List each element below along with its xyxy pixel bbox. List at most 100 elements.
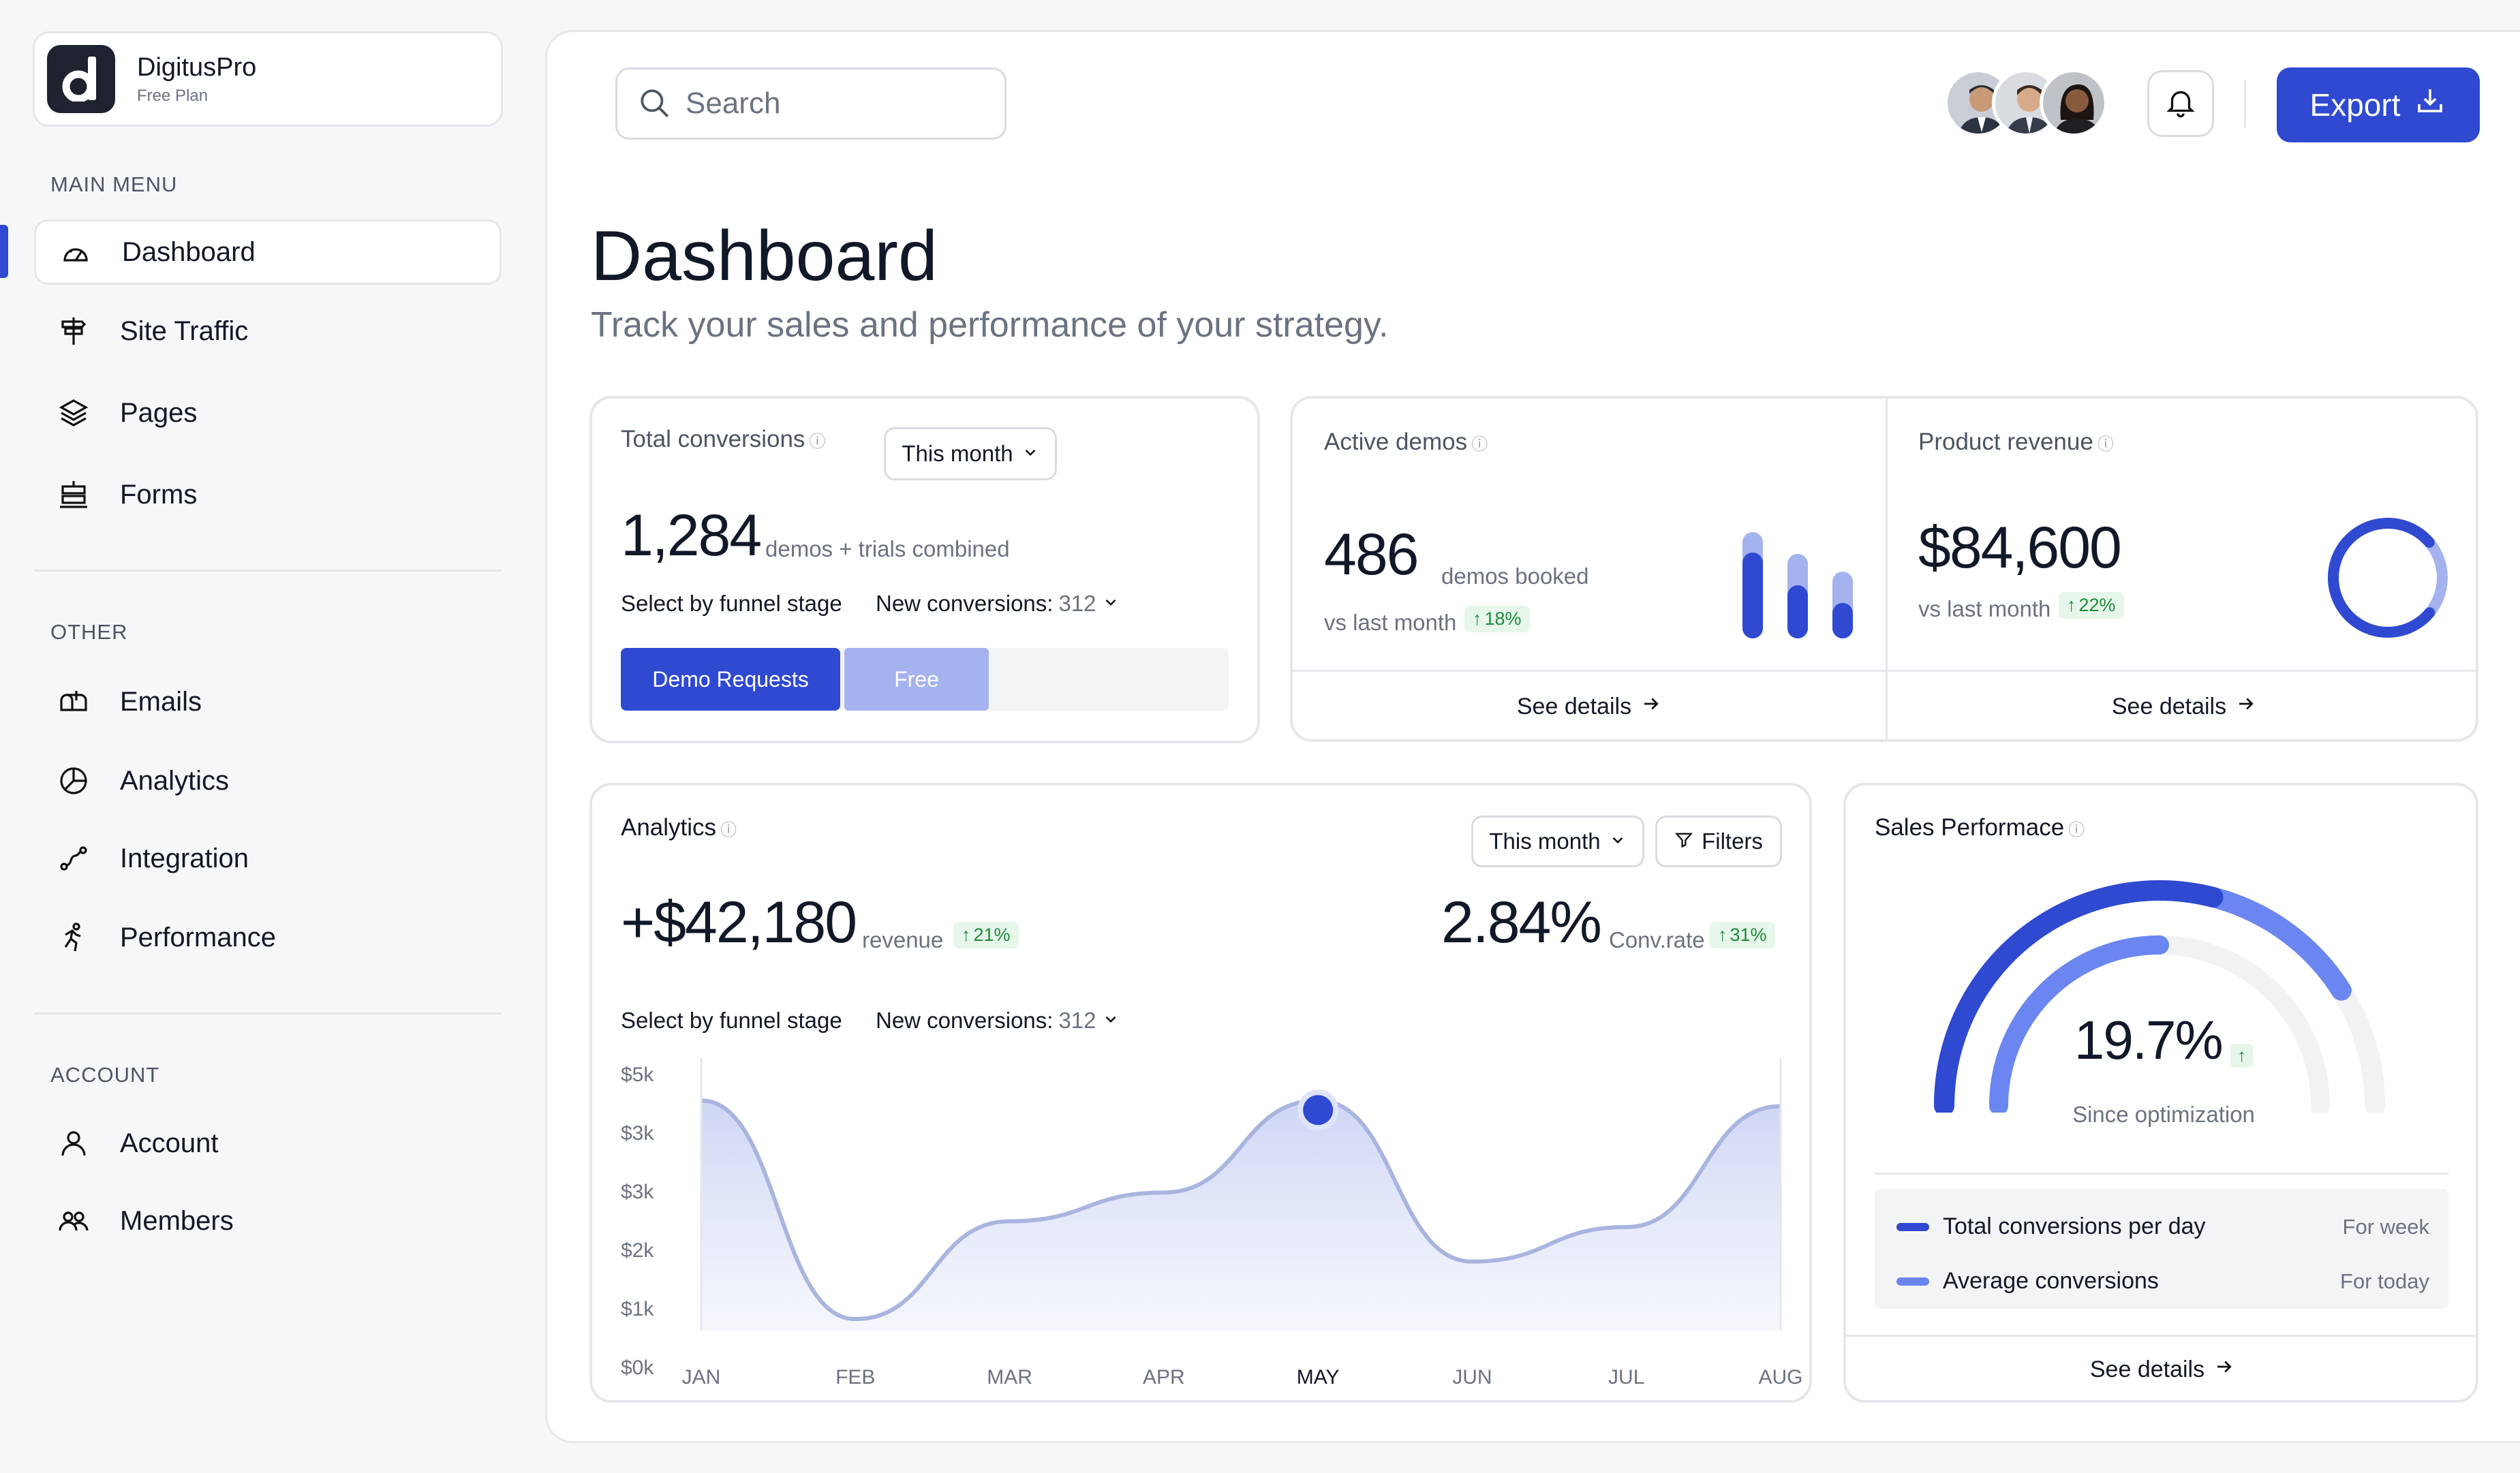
demos-value: 486 xyxy=(1324,522,1419,587)
highlight-point[interactable] xyxy=(1297,1089,1339,1131)
see-details-label: See details xyxy=(2089,1356,2205,1382)
sidebar-item-label: Forms xyxy=(120,479,198,510)
bell-icon xyxy=(2164,85,2198,123)
legend-item: Average conversions xyxy=(1896,1268,2159,1294)
sales-gauge xyxy=(1934,880,2385,1113)
arrow-up-icon: ↑ xyxy=(1718,925,1727,945)
x-tick-label: JAN xyxy=(682,1366,721,1389)
kpi-divider xyxy=(1886,399,1888,742)
arrow-up-icon: ↑ xyxy=(1473,608,1482,629)
info-icon[interactable]: ⓘ xyxy=(1471,435,1488,454)
sidebar-item-forms[interactable]: Forms xyxy=(34,462,502,527)
sidebar-item-label: Integration xyxy=(120,843,249,873)
card-title-text: Analytics xyxy=(621,814,717,841)
badge-value: 21% xyxy=(973,925,1011,945)
x-tick-label: FEB xyxy=(835,1366,875,1389)
chevron-down-icon xyxy=(1021,441,1039,467)
segment-free[interactable]: Free xyxy=(844,648,989,711)
segment-label: Free xyxy=(894,666,939,692)
mini-bar xyxy=(1832,603,1853,638)
analytics-revenue-badge: ↑ 21% xyxy=(953,922,1019,948)
info-icon[interactable]: ⓘ xyxy=(2097,435,2114,454)
segment-demo-requests[interactable]: Demo Requests xyxy=(621,648,840,711)
legend-label: Average conversions xyxy=(1943,1268,2159,1294)
sales-divider xyxy=(1875,1173,2448,1175)
period-dropdown[interactable]: This month xyxy=(1471,816,1644,867)
search-input[interactable]: Search xyxy=(615,67,1007,140)
demos-badge: ↑ 18% xyxy=(1464,606,1530,632)
funnel-label: Select by funnel stage xyxy=(621,1008,842,1033)
badge-value: 18% xyxy=(1484,608,1522,629)
export-button[interactable]: Export xyxy=(2277,67,2480,142)
sidebar-item-integration[interactable]: Integration xyxy=(34,826,502,891)
revenue-compare: vs last month xyxy=(1918,596,2051,621)
y-tick-label: $5k xyxy=(621,1064,654,1086)
conversions-card: Total conversions ⓘ This month 1,284 demo… xyxy=(589,396,1260,743)
sales-footer-line xyxy=(1846,1335,2478,1337)
form-icon xyxy=(56,477,91,512)
arrow-right-icon xyxy=(1641,694,1661,720)
funnel-label: Select by funnel stage xyxy=(621,591,842,616)
badge-value: 22% xyxy=(2078,595,2116,615)
sidebar: DigitusPro Free Plan MAIN MENU Dashboard… xyxy=(0,0,545,1473)
gauge-outer-progress xyxy=(1934,880,2224,1113)
sidebar-item-label: Performance xyxy=(120,922,276,952)
sidebar-item-dashboard[interactable]: Dashboard xyxy=(34,219,502,285)
arrow-up-icon: ↑ xyxy=(2230,1044,2254,1068)
x-tick-label: APR xyxy=(1143,1366,1185,1389)
legend-swatch xyxy=(1896,1222,1929,1231)
sales-see-details-link[interactable]: See details xyxy=(1846,1336,2478,1403)
demos-compare: vs last month xyxy=(1324,610,1457,635)
period-label: This month xyxy=(902,441,1013,466)
filters-button[interactable]: Filters xyxy=(1655,816,1782,867)
export-label: Export xyxy=(2309,87,2401,123)
user-icon xyxy=(56,1126,91,1161)
legend-period: For today xyxy=(2340,1269,2429,1293)
team-avatars[interactable] xyxy=(1944,69,2108,137)
period-dropdown[interactable]: This month xyxy=(884,427,1057,480)
sidebar-divider xyxy=(34,1012,502,1014)
sidebar-item-label: Members xyxy=(120,1205,234,1236)
x-tick-label: JUL xyxy=(1608,1366,1644,1389)
layers-icon xyxy=(56,395,91,431)
y-tick-label: $3k xyxy=(621,1181,654,1203)
info-icon[interactable]: ⓘ xyxy=(720,821,737,839)
chevron-down-icon xyxy=(1102,591,1120,617)
x-tick-label: MAR xyxy=(987,1366,1032,1389)
info-icon[interactable]: ⓘ xyxy=(809,433,826,451)
sidebar-item-emails[interactable]: Emails xyxy=(34,669,502,734)
card-title: Analytics ⓘ xyxy=(621,814,737,841)
sidebar-item-performance[interactable]: Performance xyxy=(34,905,502,970)
new-conv-label: New conversions: xyxy=(876,1008,1054,1033)
new-conversions-dropdown[interactable]: New conversions: 312 xyxy=(876,591,1120,617)
demos-see-details-link[interactable]: See details xyxy=(1293,671,1886,742)
segment-label: Demo Requests xyxy=(652,666,809,692)
info-icon[interactable]: ⓘ xyxy=(2068,821,2085,839)
legend-swatch xyxy=(1896,1277,1929,1286)
notifications-button[interactable] xyxy=(2147,70,2214,137)
y-tick-label: $2k xyxy=(621,1239,654,1262)
users-icon xyxy=(56,1203,91,1239)
revenue-see-details-link[interactable]: See details xyxy=(1888,671,2480,742)
new-conv-value: 312 xyxy=(1058,1008,1096,1033)
avatar[interactable] xyxy=(2040,69,2108,137)
revenue-value: $84,600 xyxy=(1918,515,2122,580)
y-tick-label: $3k xyxy=(621,1122,654,1145)
sidebar-item-members[interactable]: Members xyxy=(34,1188,502,1254)
gauge-icon xyxy=(58,234,93,270)
sidebar-item-analytics[interactable]: Analytics xyxy=(34,748,502,813)
sidebar-item-account[interactable]: Account xyxy=(34,1111,502,1176)
mini-bar xyxy=(1742,553,1763,638)
sidebar-item-site-traffic[interactable]: Site Traffic xyxy=(34,298,502,364)
arrow-right-icon xyxy=(2214,1356,2234,1383)
sidebar-item-pages[interactable]: Pages xyxy=(34,380,502,446)
workspace-switcher[interactable]: DigitusPro Free Plan xyxy=(33,31,503,127)
y-tick-label: $0k xyxy=(621,1356,654,1379)
new-conv-label: New conversions: xyxy=(876,591,1054,616)
new-conversions-dropdown[interactable]: New conversions: 312 xyxy=(876,1008,1120,1034)
analytics-card: Analytics ⓘ This month Filters +$42,180 r… xyxy=(589,783,1812,1403)
active-indicator xyxy=(0,225,8,278)
series-line xyxy=(701,1098,1781,1322)
analytics-area-chart: $5k $3k $3k $2k $1k $0k JAN FEB MAR APR MAY JUN JUL A… xyxy=(621,1058,1803,1389)
demos-note: demos booked xyxy=(1441,563,1589,589)
